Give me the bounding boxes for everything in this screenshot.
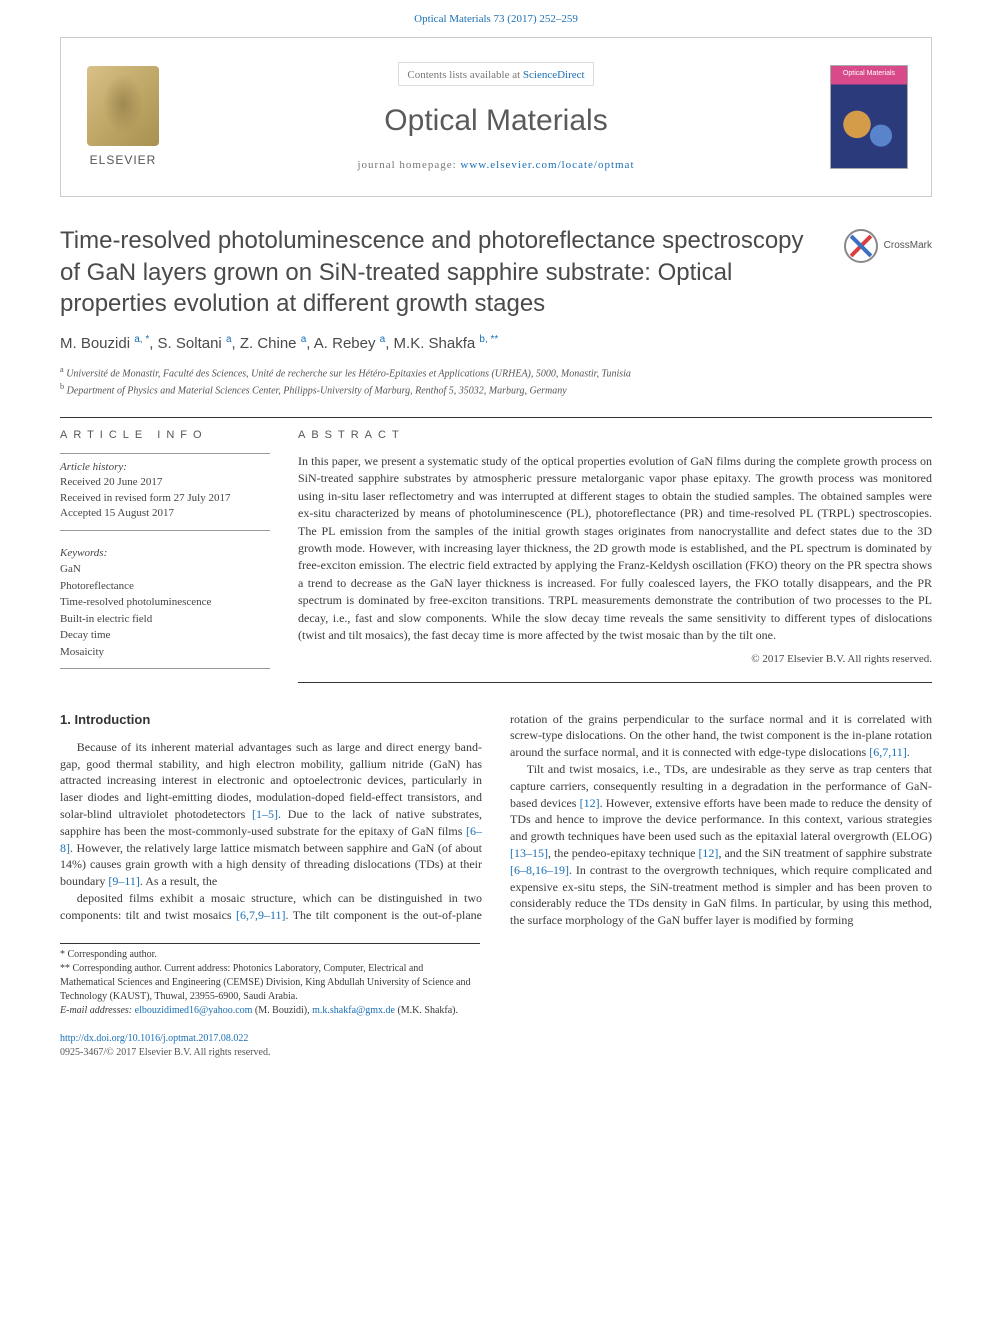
abstract-heading: ABSTRACT [298,428,932,443]
body-columns: 1. Introduction Because of its inherent … [60,711,932,929]
keyword-item: Decay time [60,627,270,644]
elsevier-tree-icon [87,66,159,146]
journal-title: Optical Materials [181,100,811,142]
keyword-item: Time-resolved photoluminescence [60,594,270,611]
footer-bar: http://dx.doi.org/10.1016/j.optmat.2017.… [60,1032,932,1060]
citation-line: Optical Materials 73 (2017) 252–259 [0,0,992,37]
history-label: Article history: [60,460,270,475]
keywords-label: Keywords: [60,545,270,562]
issn-copyright: 0925-3467/© 2017 Elsevier B.V. All right… [60,1046,932,1060]
keyword-item: Photoreflectance [60,578,270,595]
journal-cover-thumbnail: Optical Materials [830,65,908,169]
history-revised: Received in revised form 27 July 2017 [60,491,270,506]
authors-line: M. Bouzidi a, *, S. Soltani a, Z. Chine … [60,333,932,354]
keywords-block: Keywords: GaN Photoreflectance Time-reso… [60,545,270,670]
affiliations: a Université de Monastir, Faculté des Sc… [60,364,932,399]
keyword-item: GaN [60,561,270,578]
homepage-link[interactable]: www.elsevier.com/locate/optmat [460,159,634,171]
crossmark-label: CrossMark [884,239,932,253]
affiliation-b: b Department of Physics and Material Sci… [60,381,932,398]
history-accepted: Accepted 15 August 2017 [60,506,270,521]
abstract-col: ABSTRACT In this paper, we present a sys… [298,418,932,683]
publisher-logo-col: ELSEVIER [61,56,171,179]
keyword-item: Mosaicity [60,644,270,661]
cover-col: Optical Materials [821,65,931,169]
sciencedirect-box: Contents lists available at ScienceDirec… [398,62,593,86]
title-block: Time-resolved photoluminescence and phot… [60,225,932,319]
doi-link[interactable]: http://dx.doi.org/10.1016/j.optmat.2017.… [60,1033,248,1044]
header-center: Contents lists available at ScienceDirec… [171,62,821,174]
section-heading: 1. Introduction [60,711,482,729]
affiliation-a: a Université de Monastir, Faculté des Sc… [60,364,932,381]
abstract-copyright: © 2017 Elsevier B.V. All rights reserved… [298,652,932,667]
body-paragraph: Because of its inherent material advanta… [60,739,482,890]
homepage-prefix: journal homepage: [358,159,461,171]
footnote-corresponding-2: ** Corresponding author. Current address… [60,962,480,1004]
info-abstract-row: ARTICLE INFO Article history: Received 2… [60,417,932,683]
abstract-text: In this paper, we present a systematic s… [298,453,932,644]
body-paragraph: Tilt and twist mosaics, i.e., TDs, are u… [510,761,932,929]
keyword-item: Built-in electric field [60,611,270,628]
article-info-col: ARTICLE INFO Article history: Received 2… [60,418,270,683]
article-info-heading: ARTICLE INFO [60,428,270,443]
history-block: Article history: Received 20 June 2017 R… [60,453,270,531]
journal-header: ELSEVIER Contents lists available at Sci… [60,37,932,197]
homepage-line: journal homepage: www.elsevier.com/locat… [181,158,811,173]
contents-prefix: Contents lists available at [407,69,522,81]
crossmark-icon [844,229,878,263]
sciencedirect-link[interactable]: ScienceDirect [523,69,585,81]
footnote-emails: E-mail addresses: elbouzidimed16@yahoo.c… [60,1004,480,1018]
publisher-wordmark: ELSEVIER [90,152,157,169]
footnotes: * Corresponding author. ** Corresponding… [60,943,480,1018]
footnote-corresponding-1: * Corresponding author. [60,948,480,962]
email-link-1[interactable]: elbouzidimed16@yahoo.com [135,1005,253,1016]
paper-title: Time-resolved photoluminescence and phot… [60,225,932,319]
cover-title: Optical Materials [831,69,907,79]
crossmark-widget[interactable]: CrossMark [844,229,932,263]
email-link-2[interactable]: m.k.shakfa@gmx.de [312,1005,395,1016]
history-received: Received 20 June 2017 [60,475,270,490]
